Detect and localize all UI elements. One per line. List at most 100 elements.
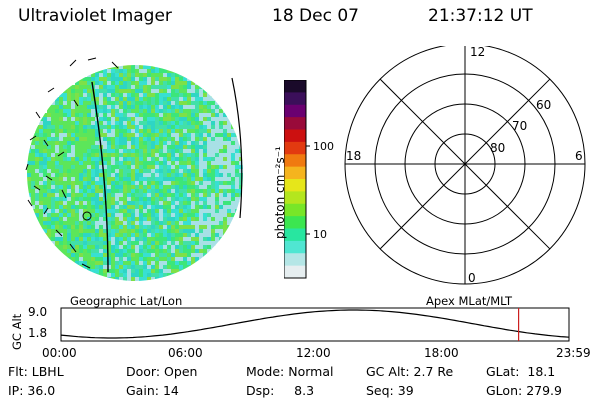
emission-pixel <box>195 245 199 249</box>
emission-pixel <box>63 205 67 209</box>
emission-pixel <box>155 157 159 161</box>
emission-pixel <box>67 213 71 217</box>
emission-pixel <box>143 65 147 69</box>
emission-pixel <box>151 121 155 125</box>
emission-pixel <box>147 77 151 81</box>
emission-pixel <box>31 193 35 197</box>
emission-pixel <box>55 133 59 137</box>
emission-pixel <box>171 249 175 253</box>
emission-pixel <box>207 161 211 165</box>
emission-pixel <box>115 145 119 149</box>
emission-pixel <box>91 133 95 137</box>
emission-pixel <box>135 145 139 149</box>
emission-pixel <box>131 213 135 217</box>
emission-pixel <box>103 137 107 141</box>
emission-pixel <box>127 81 131 85</box>
emission-pixel <box>187 141 191 145</box>
emission-pixel <box>151 177 155 181</box>
emission-pixel <box>143 229 147 233</box>
emission-pixel <box>211 109 215 113</box>
emission-pixel <box>71 169 75 173</box>
emission-pixel <box>207 125 211 129</box>
emission-pixel <box>107 213 111 217</box>
emission-pixel <box>111 277 115 281</box>
emission-pixel <box>223 193 227 197</box>
emission-pixel <box>163 185 167 189</box>
emission-pixel <box>87 93 91 97</box>
emission-pixel <box>51 181 55 185</box>
emission-pixel <box>139 241 143 245</box>
emission-pixel <box>231 165 235 169</box>
emission-pixel <box>107 129 111 133</box>
emission-pixel <box>59 157 63 161</box>
emission-pixel <box>111 193 115 197</box>
emission-pixel <box>31 209 35 213</box>
emission-pixel <box>155 129 159 133</box>
emission-pixel <box>127 269 131 273</box>
emission-pixel <box>103 149 107 153</box>
emission-pixel <box>131 249 135 253</box>
emission-pixel <box>63 197 67 201</box>
emission-pixel <box>71 121 75 125</box>
emission-pixel <box>131 149 135 153</box>
emission-pixel <box>151 105 155 109</box>
emission-pixel <box>171 157 175 161</box>
emission-pixel <box>167 189 171 193</box>
emission-pixel <box>231 217 235 221</box>
emission-pixel <box>67 185 71 189</box>
emission-pixel <box>35 141 39 145</box>
emission-pixel <box>127 261 131 265</box>
emission-pixel <box>39 133 43 137</box>
emission-pixel <box>231 201 235 205</box>
emission-pixel <box>223 181 227 185</box>
emission-pixel <box>167 97 171 101</box>
emission-pixel <box>155 185 159 189</box>
emission-pixel <box>171 273 175 277</box>
emission-pixel <box>123 273 127 277</box>
emission-pixel <box>155 117 159 121</box>
emission-pixel <box>199 249 203 253</box>
emission-pixel <box>79 113 83 117</box>
emission-pixel <box>123 185 127 189</box>
emission-pixel <box>219 121 223 125</box>
emission-pixel <box>159 229 163 233</box>
emission-pixel <box>199 93 203 97</box>
emission-pixel <box>95 161 99 165</box>
emission-pixel <box>71 197 75 201</box>
emission-pixel <box>47 185 51 189</box>
emission-pixel <box>95 185 99 189</box>
emission-pixel <box>35 217 39 221</box>
emission-pixel <box>99 125 103 129</box>
emission-pixel <box>43 157 47 161</box>
emission-pixel <box>179 169 183 173</box>
emission-pixel <box>111 189 115 193</box>
emission-pixel <box>215 125 219 129</box>
emission-pixel <box>211 101 215 105</box>
emission-pixel <box>163 129 167 133</box>
emission-pixel <box>175 257 179 261</box>
emission-pixel <box>79 205 83 209</box>
emission-pixel <box>203 121 207 125</box>
emission-pixel <box>91 81 95 85</box>
emission-pixel <box>51 169 55 173</box>
emission-pixel <box>71 253 75 257</box>
emission-pixel <box>103 77 107 81</box>
emission-pixel <box>147 213 151 217</box>
emission-pixel <box>139 221 143 225</box>
emission-pixel <box>111 149 115 153</box>
emission-pixel <box>163 85 167 89</box>
emission-pixel <box>71 149 75 153</box>
emission-pixel <box>59 149 63 153</box>
emission-pixel <box>179 121 183 125</box>
emission-pixel <box>167 237 171 241</box>
emission-pixel <box>155 273 159 277</box>
emission-pixel <box>187 157 191 161</box>
emission-pixel <box>111 233 115 237</box>
emission-pixel <box>135 225 139 229</box>
emission-pixel <box>231 137 235 141</box>
emission-pixel <box>187 109 191 113</box>
emission-pixel <box>115 149 119 153</box>
emission-pixel <box>67 209 71 213</box>
emission-pixel <box>195 117 199 121</box>
emission-pixel <box>39 217 43 221</box>
